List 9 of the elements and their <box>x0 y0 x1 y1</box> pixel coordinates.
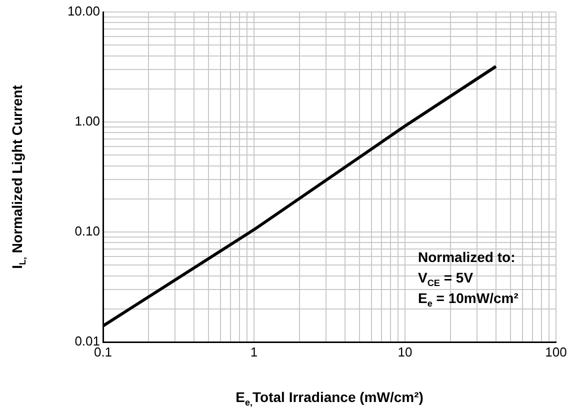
x-tick-label: 0.1 <box>94 344 112 360</box>
annotation: Normalized to: <box>418 249 516 265</box>
x-tick-label: 10 <box>398 344 412 360</box>
y-tick-label: 10.00 <box>67 4 100 19</box>
y-tick-label: 1.00 <box>74 114 100 129</box>
y-tick-label: 0.10 <box>74 224 100 239</box>
y-axis-title: IL, Normalized Light Current <box>9 84 28 269</box>
x-tick-label: 100 <box>545 344 567 360</box>
x-tick-label: 1 <box>250 344 258 360</box>
